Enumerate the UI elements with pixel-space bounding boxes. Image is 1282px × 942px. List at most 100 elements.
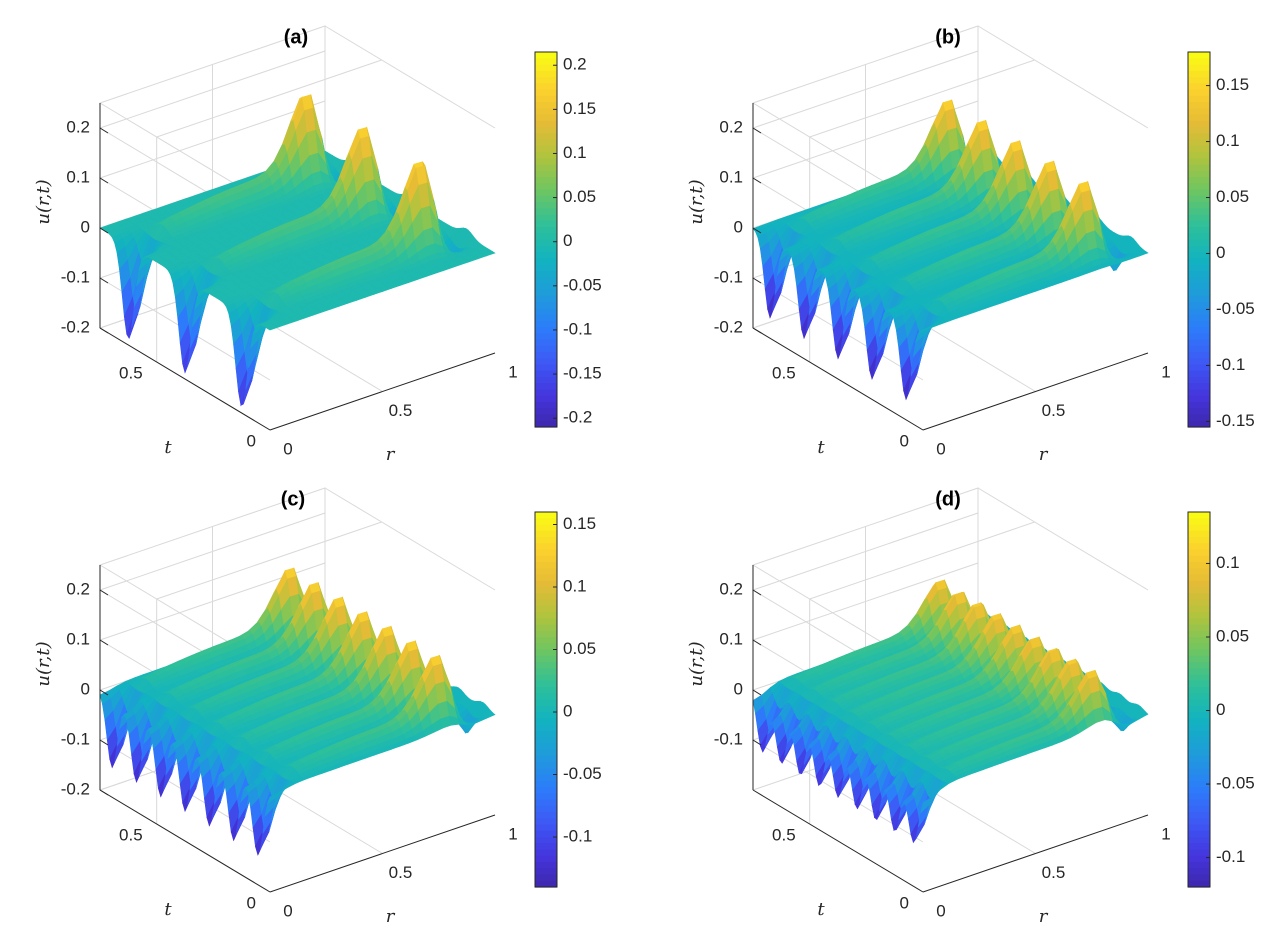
colorbar-segment [1188, 408, 1210, 416]
colorbar-segment [535, 270, 557, 278]
colorbar-segment [1188, 114, 1210, 122]
colorbar-tick-label: -0.05 [1216, 299, 1255, 318]
colorbar-segment [535, 145, 557, 153]
colorbar-segment [535, 420, 557, 428]
colorbar-segment [1188, 120, 1210, 128]
t-grid-line [156, 59, 382, 362]
colorbar-segment [535, 402, 557, 409]
colorbar-segment [535, 77, 557, 84]
colorbar-segment [535, 95, 557, 103]
colorbar-segment [1188, 258, 1210, 266]
colorbar-segment [535, 139, 557, 147]
z-tick-mark [752, 327, 762, 334]
colorbar-segment [1188, 395, 1210, 403]
colorbar-segment [1188, 170, 1210, 178]
z-tick-mark [752, 127, 762, 134]
colorbar-segment [535, 152, 557, 159]
colorbar-segment [1188, 245, 1210, 253]
right-plane-edge [324, 487, 496, 591]
colorbar-segment [535, 233, 557, 241]
z-tick-label: 0 [734, 217, 743, 236]
z-tick-mark [99, 227, 109, 234]
colorbar-segment [535, 214, 557, 222]
colorbar-segment [1188, 102, 1210, 109]
colorbar-frame [534, 51, 558, 428]
colorbar-segment [535, 302, 557, 309]
z-tick-mark [752, 277, 762, 284]
colorbar-segment [535, 177, 557, 184]
colorbar-segment [1188, 233, 1210, 241]
surface [752, 99, 1149, 401]
colorbar-segment [1188, 164, 1210, 172]
colorbar-segment [535, 252, 557, 259]
colorbar-segment [1188, 264, 1210, 272]
colorbar-tick-label: -0.1 [563, 319, 592, 338]
colorbar-segment [535, 239, 557, 247]
colorbar-segment [1188, 302, 1210, 309]
r-tick-label: 0.5 [1042, 401, 1066, 420]
z-tick-label: 0.2 [66, 117, 90, 136]
colorbar-segment [535, 377, 557, 384]
panel-b: 0.20.10-0.1-0.20.50 00.51u(r,t)t r [686, 25, 1171, 465]
colorbar-segment [535, 170, 557, 178]
colorbar-segment [535, 370, 557, 378]
panel-c: 0.20.10-0.1-0.20.50 00.51u(r,t)t r [33, 487, 518, 927]
colorbar-segment [535, 395, 557, 403]
z-tick-mark [99, 277, 109, 284]
colorbar-tick-label: 0.05 [1216, 187, 1249, 206]
colorbar-segment [1188, 414, 1210, 422]
colorbar-segment [535, 158, 557, 166]
colorbar-segment [535, 127, 557, 134]
colorbar-segment [1188, 358, 1210, 366]
colorbar-segment [1188, 77, 1210, 84]
colorbar-segment [1188, 220, 1210, 228]
r-tick-label: 1 [1161, 362, 1170, 381]
colorbar-tick-label: 0.1 [563, 143, 587, 162]
colorbar-segment [1188, 127, 1210, 134]
colorbar-segment [1188, 64, 1210, 72]
colorbar-segment [1188, 108, 1210, 116]
colorbar-segment [1188, 352, 1210, 359]
colorbar-segment [1188, 370, 1210, 378]
colorbar-segment [535, 120, 557, 128]
right-plane-edge [324, 25, 496, 129]
t-axis-line [99, 327, 271, 431]
colorbar-segment [535, 258, 557, 266]
r-tick-label: 0 [283, 439, 292, 458]
colorbar-segment [1188, 239, 1210, 247]
colorbar-segment [1188, 195, 1210, 203]
panel-title: (b) [935, 26, 961, 48]
colorbar-segment [535, 364, 557, 372]
panel-a: 0.20.10-0.1-0.20.50 00.51u(r,t)t r [33, 25, 518, 465]
colorbar-tick-label: 0.2 [563, 55, 587, 74]
colorbar-segment [1188, 214, 1210, 222]
colorbar-segment [1188, 402, 1210, 409]
colorbar-segment [535, 339, 557, 347]
colorbar-segment [1188, 183, 1210, 191]
r-axis-line [922, 352, 1149, 431]
colorbar-segment [535, 389, 557, 397]
t-tick-label: 0 [900, 431, 909, 450]
colorbar-segment [1188, 58, 1210, 66]
colorbar-segment [535, 83, 557, 91]
colorbar-segment [1188, 89, 1210, 97]
colorbar-tick-label: -0.05 [563, 275, 602, 294]
colorbar-tick-label: -0.15 [563, 364, 602, 383]
colorbar-segment [535, 264, 557, 272]
colorbar-segment [1188, 383, 1210, 391]
t-axis-label: t [817, 437, 825, 458]
z-tick-label: 0 [81, 217, 90, 236]
colorbar-segment [1188, 377, 1210, 384]
colorbar-segment [535, 308, 557, 316]
colorbar-segment [1188, 152, 1210, 159]
colorbar-segment [1188, 289, 1210, 297]
colorbar-tick-label: 0.05 [563, 187, 596, 206]
colorbar-segment [1188, 208, 1210, 216]
colorbar-segment [535, 358, 557, 366]
colorbar-segment [535, 289, 557, 297]
colorbar-segment [535, 164, 557, 172]
z-tick-mark [99, 177, 109, 184]
colorbar-segment [535, 327, 557, 334]
z-tick-label: 0.2 [719, 117, 743, 136]
colorbar-segment [1188, 52, 1210, 59]
